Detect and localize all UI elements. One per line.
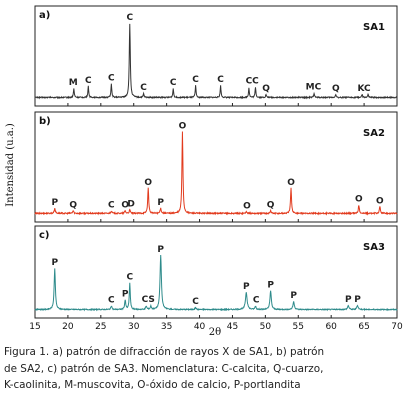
figure-caption: Figura 1. a) patrón de difracción de ray… xyxy=(4,346,325,391)
peak-label: C xyxy=(217,75,224,85)
peak-label: P xyxy=(267,280,274,290)
peak-label: P xyxy=(157,198,164,208)
x-tick-label: 60 xyxy=(325,322,337,332)
peak-label: O xyxy=(355,195,363,205)
peak-label: O xyxy=(179,122,187,132)
peak-label: C xyxy=(140,83,147,93)
y-axis-label: Intensidad (u.a.) xyxy=(5,123,16,207)
peak-label: P xyxy=(243,282,250,292)
peak-label: P xyxy=(345,295,352,305)
peak-label: C xyxy=(126,13,133,23)
pattern-line-sa1 xyxy=(34,23,398,100)
pattern-line-sa2 xyxy=(34,131,398,216)
x-tick-label: 50 xyxy=(260,322,272,332)
x-tick-label: 65 xyxy=(358,322,369,332)
peak-label: C xyxy=(192,297,199,307)
x-axis: 15 20 25 30 35 40 45 50 55 60 65 70 xyxy=(29,322,403,332)
peak-label: M xyxy=(69,78,78,88)
peak-label: Q xyxy=(262,84,270,94)
peak-label: P xyxy=(157,245,164,255)
peak-label: C xyxy=(170,78,177,88)
peak-label: P xyxy=(51,198,58,208)
peak-label: KC xyxy=(357,84,371,94)
peak-label: D xyxy=(127,200,134,210)
peak-label: Q xyxy=(69,200,77,210)
peak-label: C xyxy=(192,75,199,85)
x-tick-label: 70 xyxy=(391,322,403,332)
x-tick-label: 45 xyxy=(227,322,238,332)
sample-name: SA1 xyxy=(363,22,385,33)
peak-label: O xyxy=(287,178,295,188)
panel-letter: c) xyxy=(39,230,50,241)
peak-label: C xyxy=(108,74,115,84)
peak-label: CC xyxy=(246,77,260,87)
peak-label: C xyxy=(126,272,133,282)
peak-label: P xyxy=(290,291,297,301)
panel-letter: a) xyxy=(39,10,50,21)
peak-label: O xyxy=(243,201,251,211)
peak-label: P xyxy=(354,295,361,305)
sample-name: SA3 xyxy=(363,242,385,253)
peak-label: CS xyxy=(142,295,155,305)
peak-label: MC xyxy=(306,83,322,93)
peak-label: O xyxy=(121,200,129,210)
peak-label: C xyxy=(85,76,92,86)
x-tick-label: 35 xyxy=(161,322,172,332)
x-tick-label: 15 xyxy=(29,322,40,332)
sample-name: SA2 xyxy=(363,128,385,139)
panel-frame xyxy=(34,5,398,107)
peak-label: O xyxy=(376,196,384,206)
peak-label: Q xyxy=(332,84,340,94)
x-tick-label: 55 xyxy=(293,322,304,332)
peak-label: O xyxy=(144,178,152,188)
x-tick-label: 20 xyxy=(62,322,74,332)
peak-label: C xyxy=(108,296,115,306)
x-axis-label: 2θ xyxy=(209,327,221,338)
peak-label: C xyxy=(108,200,115,210)
panel-frame xyxy=(34,225,398,319)
panel-letter: b) xyxy=(39,116,51,127)
peak-label: P xyxy=(122,289,129,299)
x-tick-label: 25 xyxy=(95,322,106,332)
peak-label: C xyxy=(253,295,260,305)
x-tick-label: 30 xyxy=(128,322,140,332)
x-tick-label: 40 xyxy=(194,322,206,332)
panel-frame xyxy=(34,111,398,223)
pattern-line-sa3 xyxy=(34,255,398,312)
peak-label: P xyxy=(51,258,58,268)
peak-label: Q xyxy=(267,200,275,210)
